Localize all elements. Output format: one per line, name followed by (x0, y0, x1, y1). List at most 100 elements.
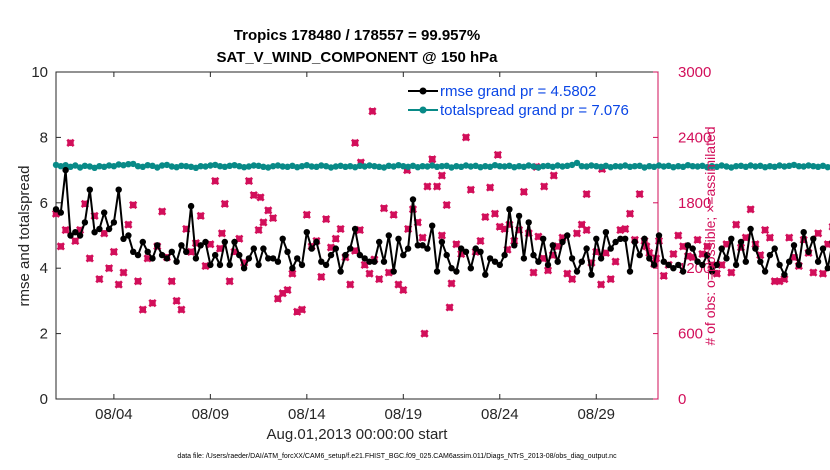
obs-marker (297, 305, 307, 314)
rmse-point (289, 265, 296, 272)
rmse-point (255, 261, 262, 269)
totalspread-point (236, 163, 243, 170)
rmse-point (511, 242, 518, 249)
totalspread-point (593, 163, 600, 170)
totalspread-point (125, 161, 132, 168)
rmse-point (72, 229, 79, 236)
obs-marker (606, 274, 615, 284)
totalspread-point (568, 161, 576, 169)
totalspread-point (699, 162, 706, 169)
obs-marker (823, 240, 830, 249)
rmse-point (86, 186, 94, 193)
obs-marker (568, 274, 577, 284)
totalspread-point (626, 163, 634, 170)
rmse-point (747, 225, 754, 233)
totalspread-point (462, 162, 470, 169)
totalspread-point (178, 162, 185, 169)
rmse-point (597, 255, 605, 262)
totalspread-point (81, 162, 89, 169)
rmse-point (795, 261, 803, 269)
totalspread-point (646, 163, 653, 170)
obs-marker (129, 200, 138, 210)
rmse-point (805, 248, 812, 255)
totalspread-point (72, 162, 79, 169)
obs-marker (288, 269, 297, 278)
rmse-point (371, 258, 378, 265)
rmse-point (699, 261, 706, 269)
totalspread-point (694, 163, 701, 170)
totalspread-point (467, 163, 474, 170)
totalspread-point (660, 163, 667, 170)
totalspread-point (438, 163, 446, 170)
rmse-point (250, 245, 257, 252)
legend-rmse-marker (419, 87, 427, 95)
rmse-point (202, 238, 209, 246)
totalspread-point (578, 163, 585, 170)
totalspread-point (240, 164, 248, 171)
rmse-point (216, 261, 224, 269)
totalspread-point (761, 164, 769, 171)
totalspread-point (718, 162, 725, 169)
y-axis-label: rmse and totalspread (16, 166, 33, 307)
obs-marker (220, 199, 229, 209)
rmse-point (308, 245, 315, 252)
totalspread-point (424, 163, 431, 170)
rmse-point (622, 235, 629, 242)
rmse-point (660, 258, 667, 265)
totalspread-point (636, 162, 643, 169)
obs-marker (114, 280, 123, 289)
totalspread-point (491, 162, 499, 169)
totalspread-point (110, 163, 118, 170)
obs-marker (432, 182, 442, 191)
totalspread-point (602, 162, 610, 169)
totalspread-point (308, 163, 315, 170)
totalspread-point (810, 163, 817, 170)
rmse-point (178, 242, 185, 249)
rmse-point (115, 186, 122, 193)
totalspread-point (260, 163, 267, 170)
rmse-point (105, 225, 113, 233)
totalspread-point (96, 163, 103, 170)
rmse-point (404, 245, 412, 252)
obs-marker (785, 233, 794, 242)
legend-rmse-label: rmse grand pr = 4.5802 (440, 83, 596, 100)
rmse-point (535, 258, 542, 265)
rmse-point (443, 251, 450, 259)
totalspread-point (786, 162, 793, 169)
obs-marker (540, 182, 549, 191)
totalspread-point (752, 163, 759, 170)
rmse-point (438, 238, 446, 246)
totalspread-point (679, 163, 687, 170)
rmse-point (409, 196, 417, 203)
totalspread-point (327, 164, 335, 171)
rmse-point (781, 271, 788, 278)
totalspread-point (607, 164, 614, 171)
rmse-point (694, 258, 701, 265)
rmse-point (824, 265, 830, 272)
totalspread-point (400, 163, 407, 170)
obs-marker (56, 242, 65, 251)
rmse-point (814, 258, 822, 265)
obs-marker (741, 233, 750, 242)
totalspread-point (356, 162, 364, 169)
totalspread-point (294, 164, 301, 171)
rmse-point (467, 265, 474, 272)
rmse-point (96, 225, 103, 233)
obs-marker (611, 257, 620, 266)
totalspread-point (665, 162, 672, 169)
obs-marker (133, 277, 143, 286)
totalspread-point (781, 163, 788, 170)
rmse-point (732, 261, 740, 269)
rmse-point (496, 261, 503, 269)
rmse-point (294, 255, 301, 262)
obs-marker (172, 296, 181, 306)
y2-tick-label: 1800 (678, 195, 711, 212)
obs-marker (447, 279, 456, 288)
rmse-point (626, 268, 634, 275)
totalspread-point (708, 163, 716, 170)
totalspread-point (86, 163, 94, 170)
totalspread-point (120, 162, 127, 169)
x-tick-label: 08/14 (288, 406, 326, 423)
totalspread-point (414, 164, 421, 171)
rmse-point (776, 261, 783, 269)
